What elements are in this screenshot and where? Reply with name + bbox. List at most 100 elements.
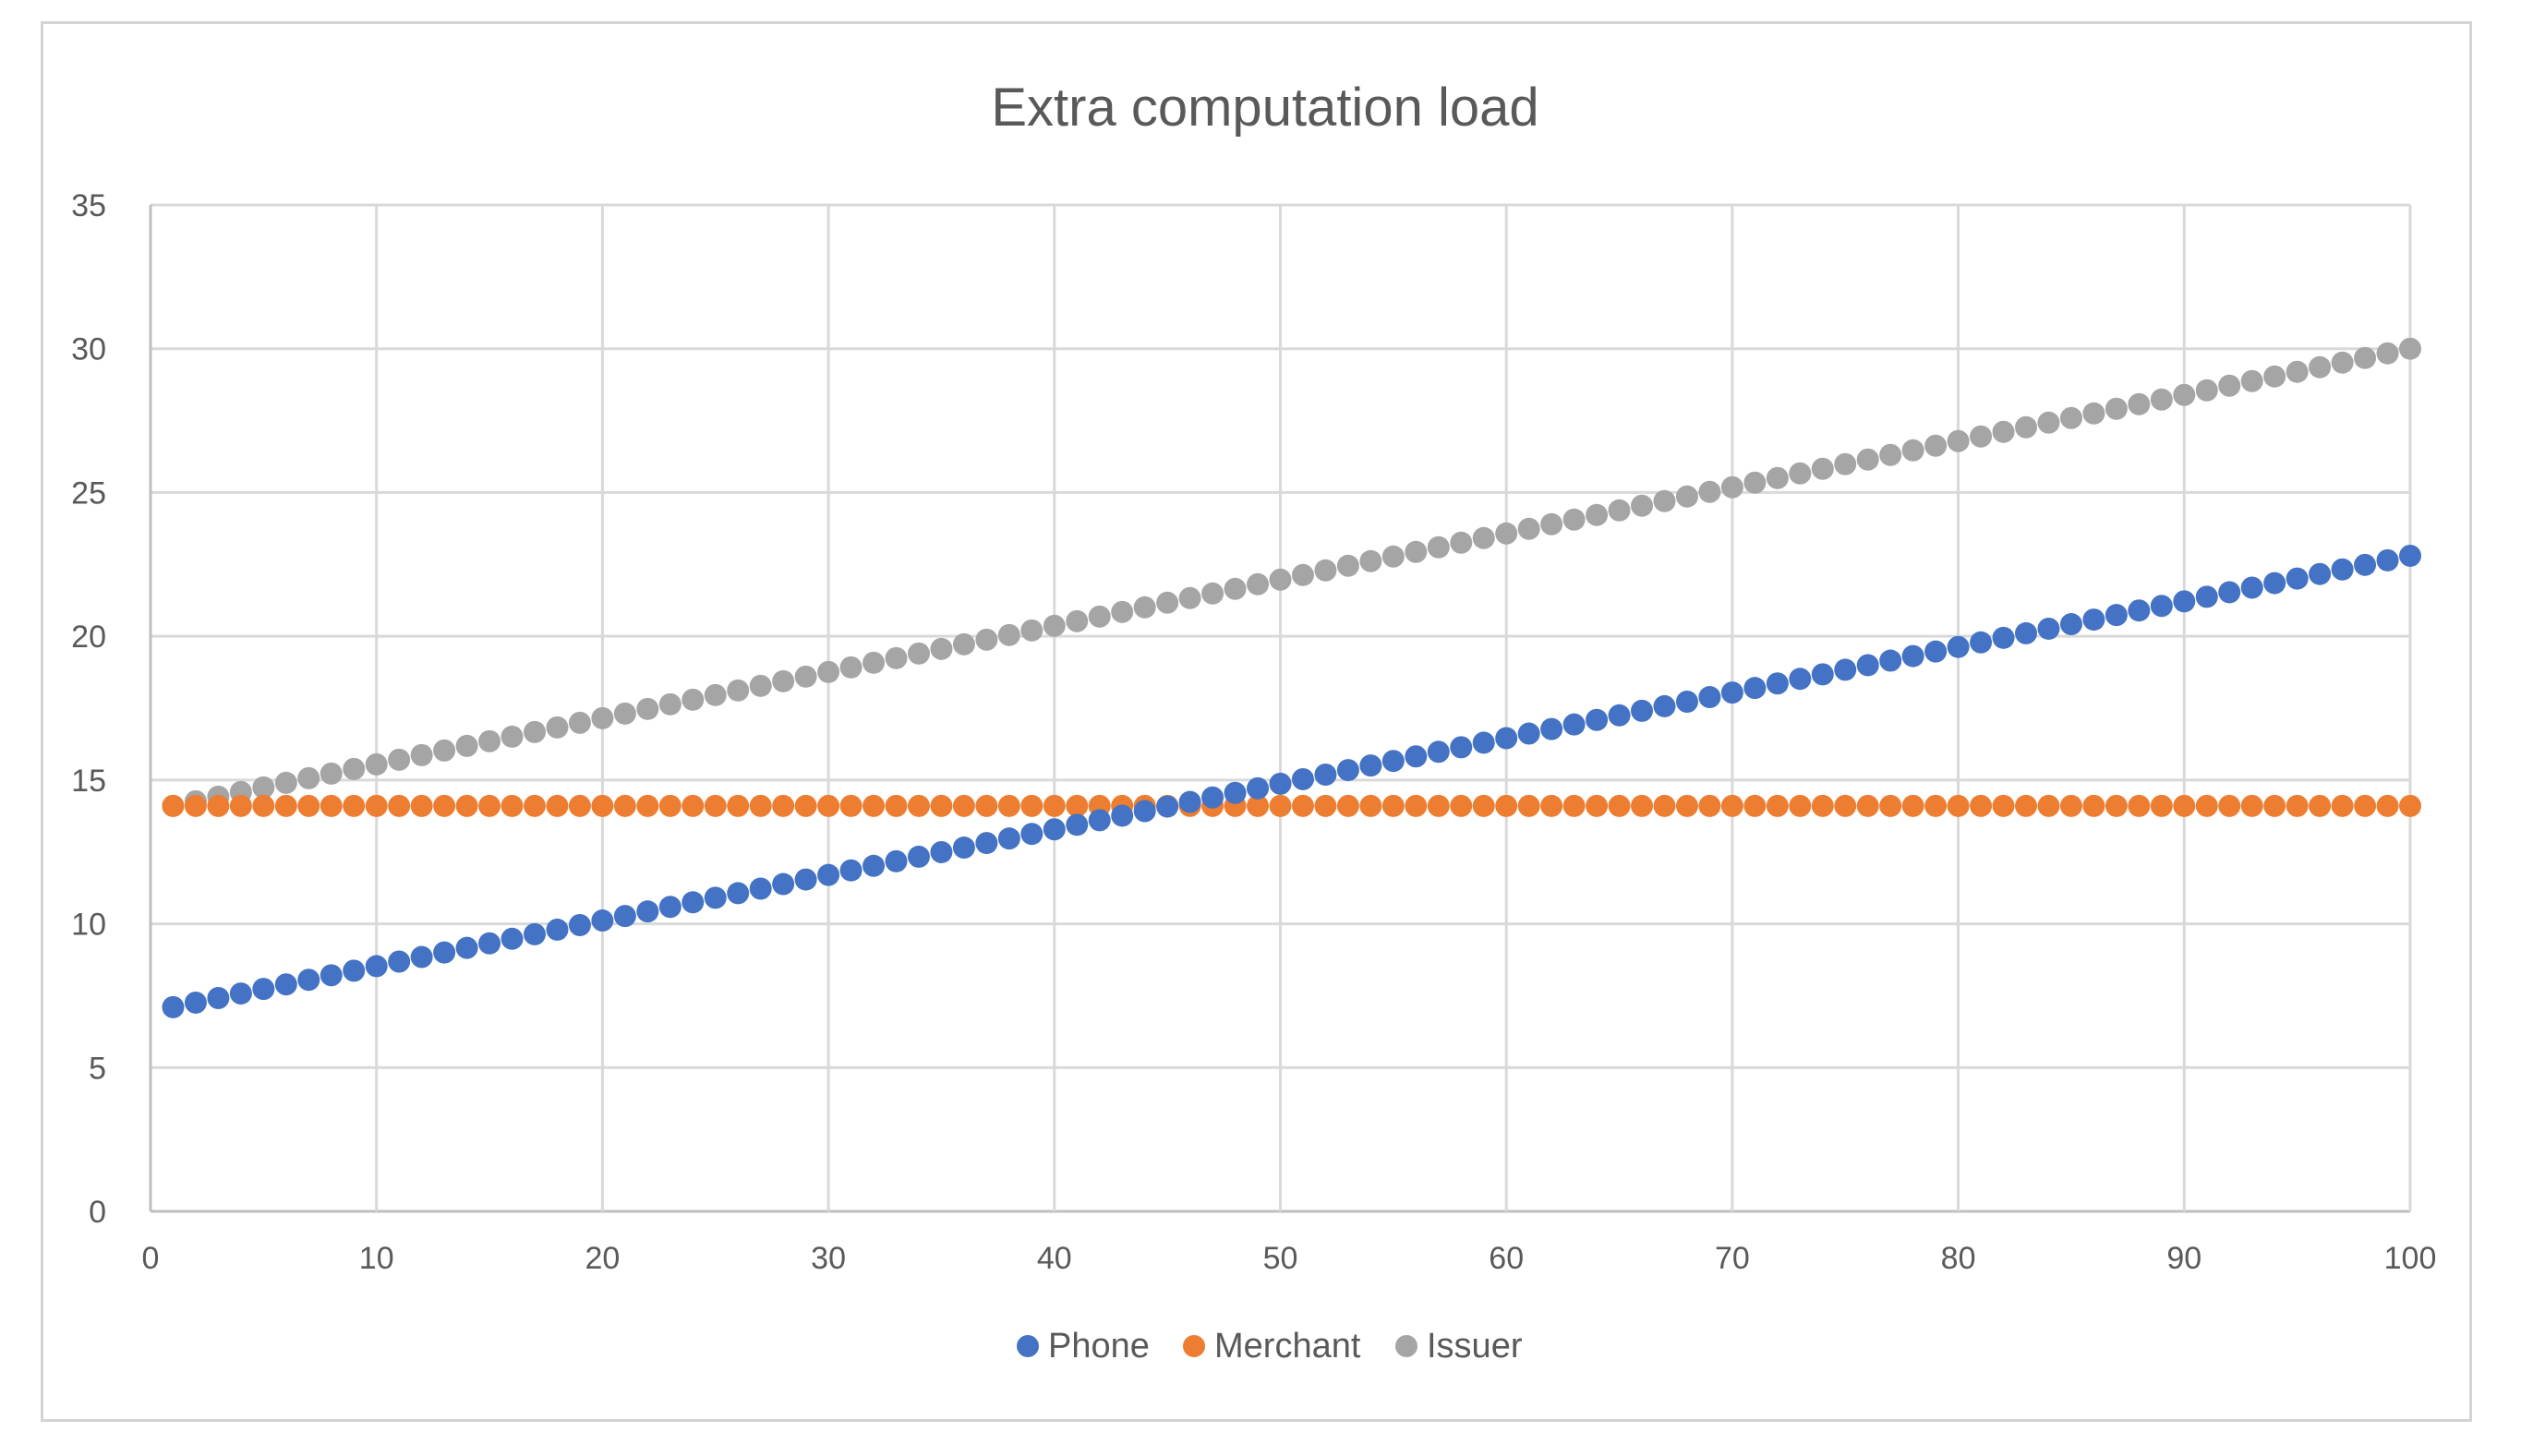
issuer-data-point: [1856, 448, 1879, 471]
merchant-data-point: [997, 794, 1020, 817]
phone-data-point: [1901, 644, 1924, 668]
issuer-data-point: [433, 739, 456, 762]
phone-data-point: [2150, 595, 2173, 618]
phone-data-point: [930, 840, 953, 863]
issuer-data-point: [297, 766, 320, 789]
merchant-data-point: [682, 794, 705, 817]
issuer-data-point: [749, 674, 772, 697]
phone-data-point: [1156, 795, 1179, 818]
issuer-data-point: [1495, 522, 1518, 545]
phone-data-point: [749, 877, 772, 900]
issuer-data-point: [2015, 415, 2038, 439]
merchant-data-point: [1970, 794, 1993, 817]
issuer-data-point: [2331, 351, 2354, 374]
phone-data-point: [1631, 699, 1654, 722]
phone-data-point: [1111, 804, 1134, 827]
phone-data-point: [2286, 567, 2309, 590]
x-tick-label: 70: [1715, 1241, 1750, 1276]
merchant-data-point: [410, 794, 433, 817]
issuer-data-point: [1992, 420, 2015, 443]
phone-data-point: [839, 859, 862, 882]
legend: Phone Merchant Issuer: [1017, 1327, 1523, 1366]
merchant-data-point: [1540, 794, 1563, 817]
issuer-data-point: [2376, 342, 2399, 365]
issuer-data-point: [997, 623, 1020, 646]
phone-data-point: [1427, 740, 1450, 764]
x-tick-label: 40: [1037, 1241, 1072, 1276]
phone-data-point: [2309, 562, 2332, 585]
issuer-data-point: [1381, 545, 1405, 568]
phone-data-point: [1856, 654, 1879, 677]
phone-data-point: [1879, 649, 1902, 672]
merchant-data-point: [388, 794, 411, 817]
series-phone: [162, 544, 2421, 1018]
phone-data-point: [1020, 823, 1043, 846]
merchant-data-point: [2015, 794, 2038, 817]
x-tick-label: 30: [811, 1241, 846, 1276]
phone-data-point: [1970, 631, 1993, 654]
issuer-data-point: [274, 771, 297, 794]
issuer-data-point: [2082, 402, 2105, 425]
phone-data-point: [952, 836, 975, 860]
phone-data-point: [1608, 704, 1631, 727]
issuer-data-point: [1631, 494, 1654, 517]
merchant-data-point: [1743, 794, 1767, 817]
phone-data-point: [2082, 608, 2105, 632]
merchant-data-point: [613, 794, 636, 817]
issuer-data-point: [1156, 591, 1179, 614]
phone-data-point: [1450, 736, 1473, 759]
merchant-data-point: [1247, 794, 1270, 817]
grid-layer: [149, 203, 2412, 1213]
phone-data-point: [975, 832, 998, 855]
phone-data-point: [794, 868, 817, 891]
merchant-data-point: [2309, 794, 2332, 817]
phone-data-point: [320, 964, 343, 987]
y-tick-label: 0: [89, 1195, 106, 1230]
merchant-data-point: [1720, 794, 1743, 817]
phone-data-point: [478, 932, 501, 955]
merchant-data-point: [885, 794, 908, 817]
x-tick-label: 0: [142, 1241, 160, 1276]
merchant-data-point: [817, 794, 840, 817]
y-tick-label: 30: [71, 332, 106, 367]
issuer-data-point: [704, 683, 727, 706]
merchant-data-point: [1517, 794, 1540, 817]
phone-data-point: [1495, 727, 1518, 750]
merchant-data-point: [184, 794, 207, 817]
phone-data-point: [1675, 690, 1698, 713]
issuer-data-point: [1472, 526, 1495, 549]
phone-data-point: [682, 891, 705, 914]
merchant-data-point: [274, 794, 297, 817]
issuer-data-point: [1450, 531, 1473, 554]
issuer-data-point: [546, 716, 569, 739]
phone-data-point: [2015, 621, 2038, 644]
merchant-data-point: [1405, 794, 1428, 817]
phone-data-point: [2263, 572, 2286, 595]
phone-data-point: [885, 849, 908, 872]
legend-label-phone: Phone: [1048, 1327, 1150, 1366]
issuer-data-point: [2263, 365, 2286, 388]
issuer-data-point: [1698, 480, 1721, 503]
phone-data-point: [2376, 548, 2399, 572]
phone-data-point: [2037, 617, 2060, 640]
merchant-data-point: [1856, 794, 1879, 817]
phone-data-point: [1720, 681, 1743, 704]
issuer-data-point: [2286, 360, 2309, 383]
merchant-data-point: [1789, 794, 1812, 817]
merchant-data-point: [2150, 794, 2173, 817]
phone-data-point: [907, 845, 930, 868]
phone-data-point: [613, 905, 636, 928]
merchant-data-point: [907, 794, 930, 817]
merchant-data-point: [1879, 794, 1902, 817]
phone-data-point: [546, 918, 569, 941]
phone-data-point: [1540, 717, 1563, 740]
merchant-data-point: [1947, 794, 1970, 817]
merchant-data-point: [1495, 794, 1518, 817]
x-tick-label: 50: [1263, 1241, 1298, 1276]
phone-data-point: [1698, 686, 1721, 709]
phone-data-point: [1562, 713, 1586, 736]
issuer-data-point: [885, 646, 908, 669]
merchant-data-point: [2105, 794, 2128, 817]
merchant-data-point: [320, 794, 343, 817]
merchant-data-point: [591, 794, 614, 817]
